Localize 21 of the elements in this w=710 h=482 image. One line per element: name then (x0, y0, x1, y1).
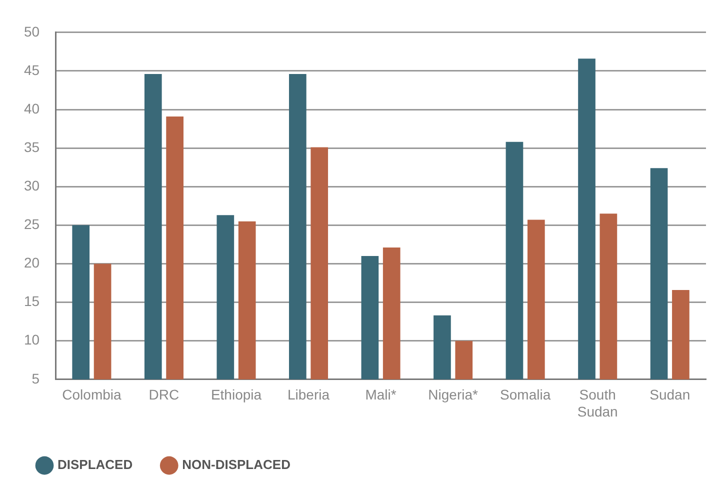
y-tick-label: 35 (24, 138, 40, 155)
x-tick-label: DRC (148, 386, 180, 403)
x-tick-label: Nigeria* (428, 386, 478, 403)
legend-label: NON-DISPLACED (182, 457, 290, 472)
x-tick-label: Sudan (650, 386, 690, 403)
x-tick-label: Mali* (365, 386, 397, 403)
y-tick-label: 15 (24, 293, 40, 310)
y-tick-label: 10 (24, 332, 40, 348)
y-tick-label: 20 (24, 254, 40, 271)
legend-label: DISPLACED (58, 457, 133, 472)
y-tick-label: 40 (24, 100, 40, 116)
x-tick-label: Ethiopia (210, 386, 262, 403)
x-tick-label: South Sudan (577, 386, 618, 420)
y-tick-label: 25 (24, 216, 40, 232)
y-tick-label: 5 (32, 370, 40, 386)
x-tick-label: Somalia (500, 386, 551, 403)
x-tick-label: Liberia (288, 386, 330, 403)
y-tick-label: 50 (24, 23, 40, 40)
y-tick-label: 45 (24, 62, 40, 78)
x-tick-label: Colombia (62, 386, 122, 403)
y-tick-label: 30 (24, 177, 40, 194)
